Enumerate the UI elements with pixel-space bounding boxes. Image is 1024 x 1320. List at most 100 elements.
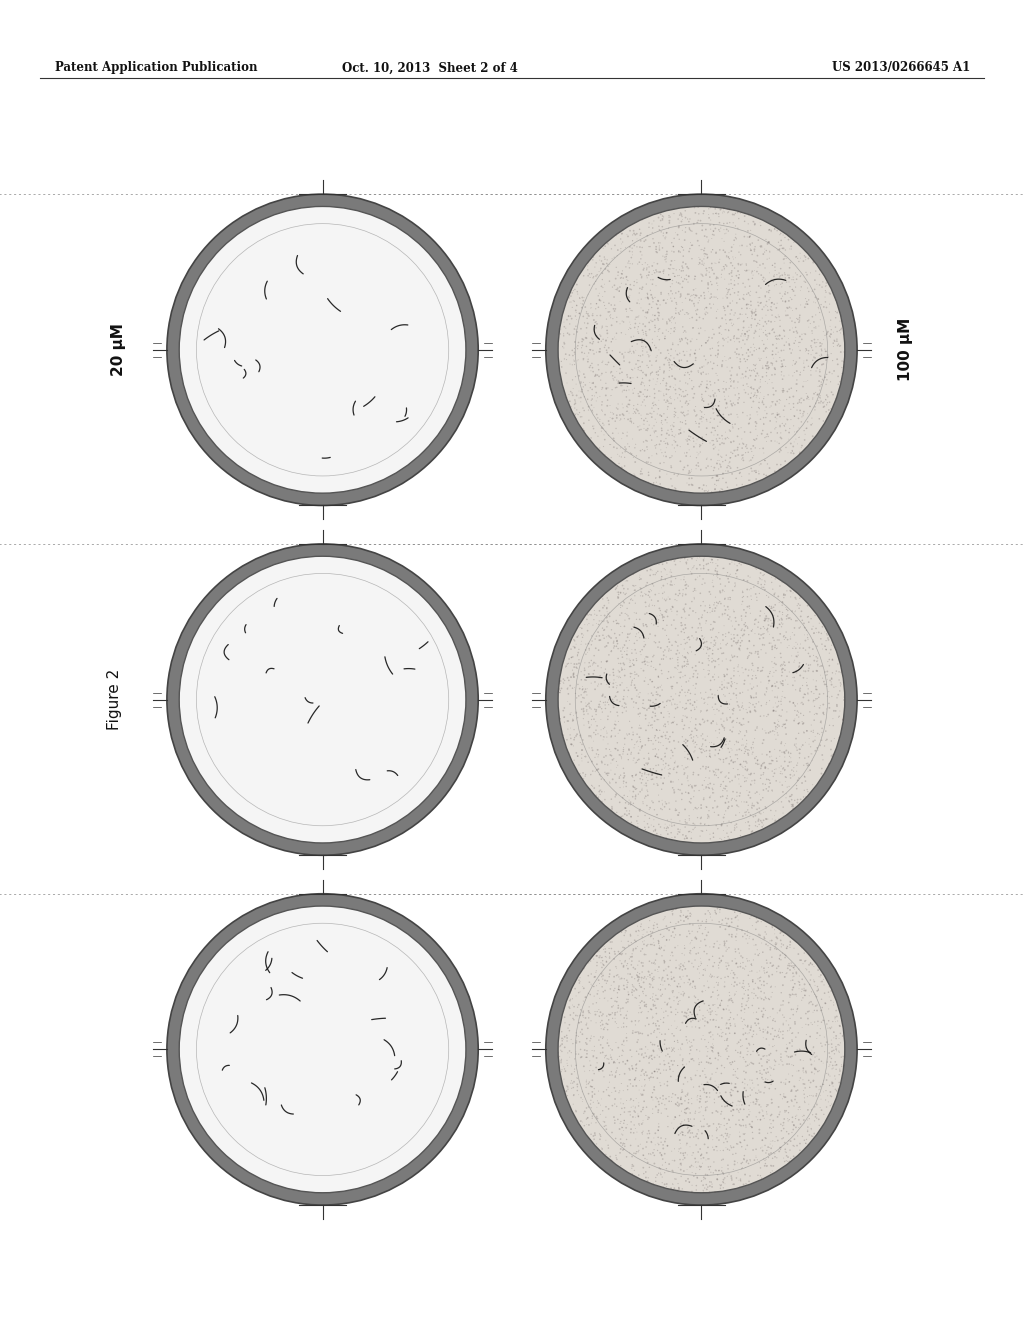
Point: [635, 413, 651, 434]
Point: [813, 999, 829, 1020]
Point: [601, 1005, 617, 1026]
Point: [803, 737, 819, 758]
Point: [644, 264, 660, 285]
Point: [668, 405, 684, 426]
Point: [631, 985, 647, 1006]
Point: [672, 450, 688, 471]
Point: [645, 657, 662, 678]
Point: [748, 304, 764, 325]
Point: [609, 586, 626, 607]
Point: [755, 358, 771, 379]
Point: [662, 447, 678, 469]
Point: [657, 271, 674, 292]
Point: [758, 808, 774, 829]
Point: [637, 762, 653, 783]
Point: [711, 985, 727, 1006]
Point: [818, 623, 835, 644]
Point: [778, 767, 795, 788]
Point: [696, 288, 713, 309]
Point: [659, 965, 676, 986]
Point: [638, 230, 654, 251]
Point: [568, 294, 585, 315]
Point: [761, 586, 777, 607]
Point: [694, 479, 711, 500]
Point: [762, 242, 778, 263]
Point: [757, 371, 773, 392]
Point: [717, 933, 733, 954]
Point: [732, 825, 749, 846]
Point: [579, 1109, 595, 1130]
Point: [698, 796, 715, 817]
Point: [681, 808, 697, 829]
Point: [676, 911, 692, 932]
Point: [708, 598, 724, 619]
Point: [770, 725, 786, 746]
Point: [788, 421, 805, 442]
Point: [739, 441, 756, 462]
Point: [572, 293, 589, 314]
Point: [693, 738, 710, 759]
Point: [635, 689, 651, 710]
Point: [608, 224, 625, 246]
Point: [580, 620, 596, 642]
Point: [652, 1063, 669, 1084]
Point: [751, 978, 767, 999]
Point: [758, 1068, 774, 1089]
Point: [639, 935, 655, 956]
Point: [660, 391, 677, 412]
Point: [686, 937, 702, 958]
Point: [627, 1102, 643, 1123]
Point: [605, 995, 622, 1016]
Point: [784, 766, 801, 787]
Point: [718, 937, 734, 958]
Point: [712, 1082, 728, 1104]
Point: [584, 706, 600, 727]
Point: [769, 697, 785, 718]
Point: [620, 1051, 636, 1072]
Point: [580, 751, 596, 772]
Point: [658, 793, 675, 814]
Point: [607, 944, 624, 965]
Point: [796, 705, 812, 726]
Point: [686, 660, 702, 681]
Point: [626, 692, 642, 713]
Point: [755, 764, 771, 785]
Point: [723, 750, 739, 771]
Point: [632, 1051, 648, 1072]
Point: [598, 1096, 614, 1117]
Point: [670, 1180, 686, 1201]
Point: [791, 978, 807, 999]
Point: [634, 351, 650, 372]
Point: [729, 624, 745, 645]
Point: [599, 232, 615, 253]
Point: [788, 269, 805, 290]
Point: [771, 459, 787, 480]
Point: [775, 583, 792, 605]
Point: [648, 412, 665, 433]
Point: [602, 664, 618, 685]
Point: [764, 956, 780, 977]
Point: [672, 1148, 688, 1170]
Point: [691, 1088, 708, 1109]
Point: [728, 1167, 744, 1188]
Point: [722, 368, 738, 389]
Point: [677, 574, 693, 595]
Point: [653, 405, 670, 426]
Point: [586, 645, 602, 667]
Point: [588, 701, 604, 722]
Point: [679, 209, 695, 230]
Point: [719, 1018, 735, 1039]
Point: [679, 965, 695, 986]
Point: [594, 391, 610, 412]
Point: [626, 1114, 642, 1135]
Point: [598, 952, 614, 973]
Point: [764, 345, 780, 366]
Point: [785, 1076, 802, 1097]
Point: [623, 946, 639, 968]
Point: [607, 1065, 624, 1086]
Point: [792, 974, 808, 995]
Point: [573, 743, 590, 764]
Point: [785, 436, 802, 457]
Point: [737, 1086, 754, 1107]
Point: [673, 620, 689, 642]
